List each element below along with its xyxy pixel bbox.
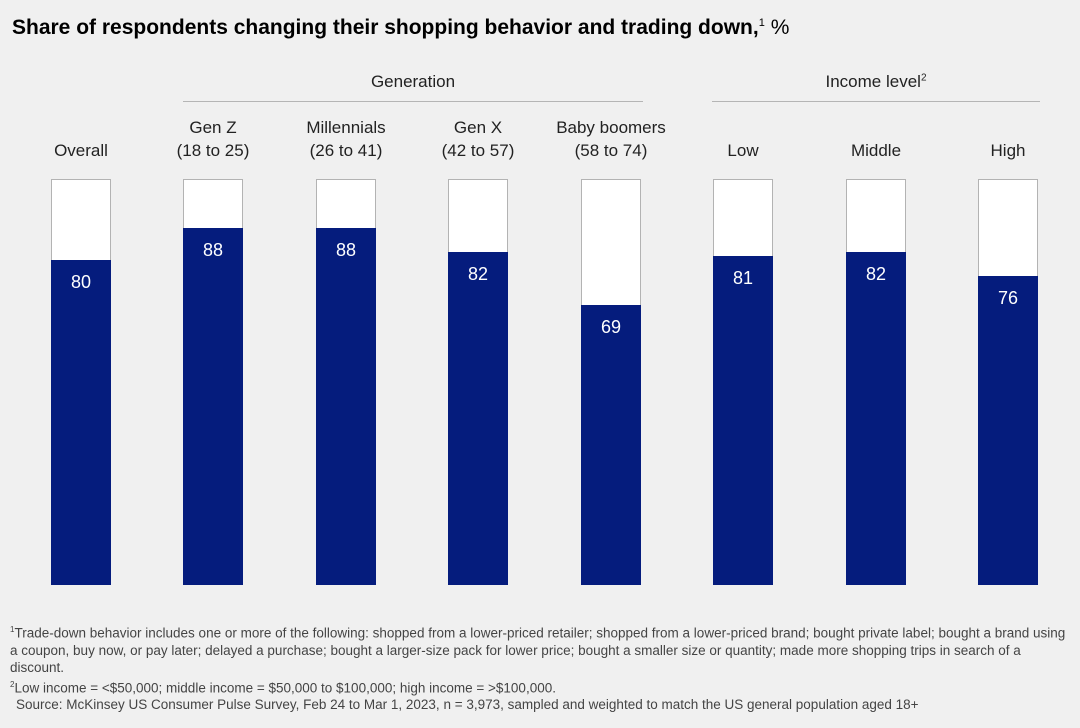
category-label: Overall bbox=[11, 139, 151, 162]
footnote-2: 2Low income = <$50,000; middle income = … bbox=[10, 679, 556, 696]
bar: 88 bbox=[316, 227, 376, 585]
bar: 69 bbox=[581, 304, 641, 585]
category-label-line: (42 to 57) bbox=[441, 141, 515, 160]
data-label: 76 bbox=[997, 288, 1019, 309]
data-label: 81 bbox=[732, 268, 754, 289]
bar-track: 82 bbox=[846, 179, 906, 585]
bar: 82 bbox=[448, 252, 508, 585]
category-label-line: (58 to 74) bbox=[574, 141, 648, 160]
footnotes: 1Trade-down behavior includes one or mor… bbox=[10, 621, 1070, 713]
data-label: 82 bbox=[865, 264, 887, 285]
category-label: High bbox=[938, 139, 1078, 162]
bar-track: 69 bbox=[581, 179, 641, 585]
category-label-line: (18 to 25) bbox=[176, 141, 250, 160]
bar: 81 bbox=[713, 256, 773, 585]
bar-track: 88 bbox=[183, 179, 243, 585]
category-label: Gen Z (18 to 25) bbox=[143, 116, 283, 162]
category-label-line: Baby boomers bbox=[556, 118, 666, 137]
bar: 76 bbox=[978, 276, 1038, 585]
data-label: 69 bbox=[600, 316, 622, 337]
group-rule-income bbox=[712, 101, 1040, 102]
bar-track: 82 bbox=[448, 179, 508, 585]
bar-track: 81 bbox=[713, 179, 773, 585]
category-label-line: Middle bbox=[850, 141, 902, 160]
category-label-line: Millennials bbox=[306, 118, 386, 137]
category-label-line: Overall bbox=[54, 141, 108, 160]
category-label: Gen X (42 to 57) bbox=[408, 116, 548, 162]
category-label-line: Gen X bbox=[453, 118, 503, 137]
bar-track: 80 bbox=[51, 179, 111, 585]
group-label-income: Income level2 bbox=[825, 72, 927, 91]
data-label: 82 bbox=[467, 264, 489, 285]
title-unit: % bbox=[770, 16, 790, 39]
category-label-line: (26 to 41) bbox=[309, 141, 383, 160]
data-label: 88 bbox=[202, 239, 224, 260]
category-label-line: Low bbox=[727, 141, 759, 160]
chart-title: Share of respondents changing their shop… bbox=[12, 16, 790, 39]
category-label: Low bbox=[673, 139, 813, 162]
bar: 80 bbox=[51, 260, 111, 585]
category-label: Millennials (26 to 41) bbox=[276, 116, 416, 162]
bar-track: 76 bbox=[978, 179, 1038, 585]
group-label-generation: Generation bbox=[370, 72, 456, 91]
footnote-1: 1Trade-down behavior includes one or mor… bbox=[10, 625, 1066, 675]
data-label: 80 bbox=[70, 272, 92, 293]
category-label: Middle bbox=[806, 139, 946, 162]
category-label: Baby boomers (58 to 74) bbox=[541, 116, 681, 162]
bar: 88 bbox=[183, 227, 243, 585]
title-footnote-mark: 1 bbox=[758, 17, 765, 29]
category-label-line: High bbox=[990, 141, 1026, 160]
bar: 82 bbox=[846, 252, 906, 585]
data-label: 88 bbox=[335, 239, 357, 260]
category-label-line: Gen Z bbox=[189, 118, 237, 137]
bar-track: 88 bbox=[316, 179, 376, 585]
group-rule-generation bbox=[183, 101, 643, 102]
source-note: Source: McKinsey US Consumer Pulse Surve… bbox=[16, 697, 919, 712]
